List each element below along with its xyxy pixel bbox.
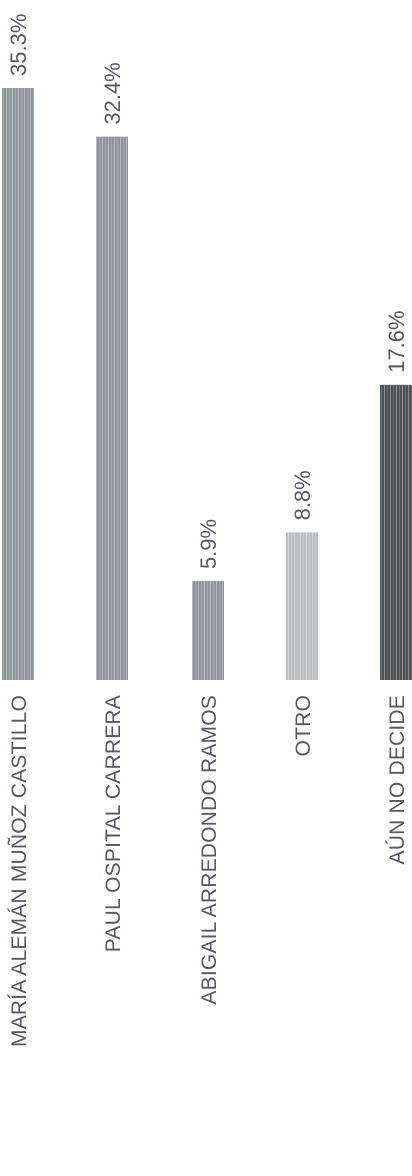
category-label-2: PAUL OSPITAL CARRERA [102,695,125,952]
bar-texture-4 [286,532,318,680]
bar-texture-2 [96,136,128,680]
bar-texture-3 [192,581,224,680]
bar-texture-1 [2,88,34,680]
plot-area: 35.3% 32.4% 5.9% 8.8% 17.6% MARÍA ALEMÁN MUÑ… [2,14,412,1047]
value-label-1: 35.3% [6,14,31,76]
value-label-2: 32.4% [100,62,125,124]
category-label-3: ABIGAIL ARREDONDO RAMOS [198,695,221,1005]
value-label-3: 5.9% [196,519,221,569]
value-label-4: 8.8% [290,470,315,520]
category-label-5: AÚN NO DECIDE [386,695,409,864]
bars-layer [2,88,412,680]
value-labels-layer: 35.3% 32.4% 5.9% 8.8% 17.6% [6,14,409,569]
category-label-4: OTRO [292,695,315,756]
category-label-1: MARÍA ALEMÁN MUÑOZ CASTILLO [7,695,31,1047]
bar-texture-5 [380,384,412,680]
value-label-5: 17.6% [384,310,409,372]
category-labels-layer: MARÍA ALEMÁN MUÑOZ CASTILLO PAUL OSPITAL … [7,695,409,1047]
